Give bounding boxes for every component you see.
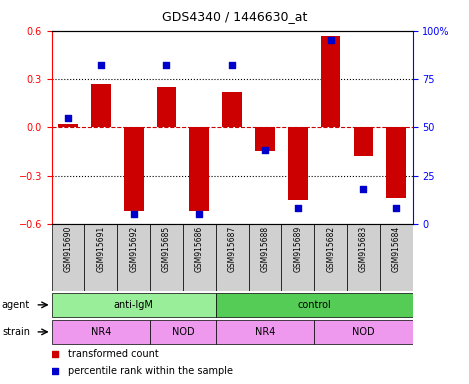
Text: control: control <box>297 300 331 310</box>
Bar <box>222 92 242 127</box>
Point <box>228 62 236 68</box>
Text: GSM915685: GSM915685 <box>162 226 171 272</box>
Bar <box>52 293 216 317</box>
Bar <box>157 87 176 127</box>
Point <box>196 211 203 217</box>
Point <box>52 351 59 357</box>
Point <box>393 205 400 212</box>
Text: GDS4340 / 1446630_at: GDS4340 / 1446630_at <box>162 10 307 23</box>
Bar <box>281 224 314 291</box>
Text: percentile rank within the sample: percentile rank within the sample <box>68 366 233 376</box>
Bar <box>354 127 373 156</box>
Text: GSM915684: GSM915684 <box>392 226 401 272</box>
Text: GSM915687: GSM915687 <box>227 226 237 272</box>
Text: strain: strain <box>2 327 30 337</box>
Text: GSM915691: GSM915691 <box>96 226 106 272</box>
Bar <box>117 224 150 291</box>
Text: GSM915686: GSM915686 <box>195 226 204 272</box>
Point <box>64 114 72 121</box>
Bar <box>216 293 413 317</box>
Bar <box>150 320 216 344</box>
Text: agent: agent <box>2 300 30 310</box>
Bar <box>183 224 216 291</box>
Text: GSM915682: GSM915682 <box>326 226 335 272</box>
Text: NR4: NR4 <box>91 327 111 337</box>
Point <box>130 211 137 217</box>
Bar <box>189 127 209 211</box>
Point <box>360 186 367 192</box>
Bar <box>216 224 249 291</box>
Bar <box>288 127 308 200</box>
Text: GSM915692: GSM915692 <box>129 226 138 272</box>
Bar <box>84 224 117 291</box>
Point <box>97 62 105 68</box>
Point <box>327 37 334 43</box>
Bar <box>58 124 78 127</box>
Text: GSM915683: GSM915683 <box>359 226 368 272</box>
Bar <box>380 224 413 291</box>
Text: NOD: NOD <box>172 327 194 337</box>
Bar <box>386 127 406 198</box>
Bar <box>314 320 413 344</box>
Text: NR4: NR4 <box>255 327 275 337</box>
Bar <box>150 224 183 291</box>
Bar <box>91 84 111 127</box>
Text: transformed count: transformed count <box>68 349 159 359</box>
Text: GSM915690: GSM915690 <box>63 226 73 272</box>
Bar <box>52 224 84 291</box>
Text: NOD: NOD <box>352 327 375 337</box>
Bar <box>347 224 380 291</box>
Bar <box>216 320 314 344</box>
Point <box>52 368 59 374</box>
Text: anti-IgM: anti-IgM <box>113 300 154 310</box>
Bar <box>124 127 144 211</box>
Bar <box>255 127 275 151</box>
Text: GSM915688: GSM915688 <box>260 226 270 272</box>
Bar <box>321 36 340 127</box>
Bar <box>249 224 281 291</box>
Bar <box>314 224 347 291</box>
Point <box>163 62 170 68</box>
Point <box>261 147 269 154</box>
Text: GSM915689: GSM915689 <box>293 226 303 272</box>
Bar <box>52 320 150 344</box>
Point <box>294 205 302 212</box>
